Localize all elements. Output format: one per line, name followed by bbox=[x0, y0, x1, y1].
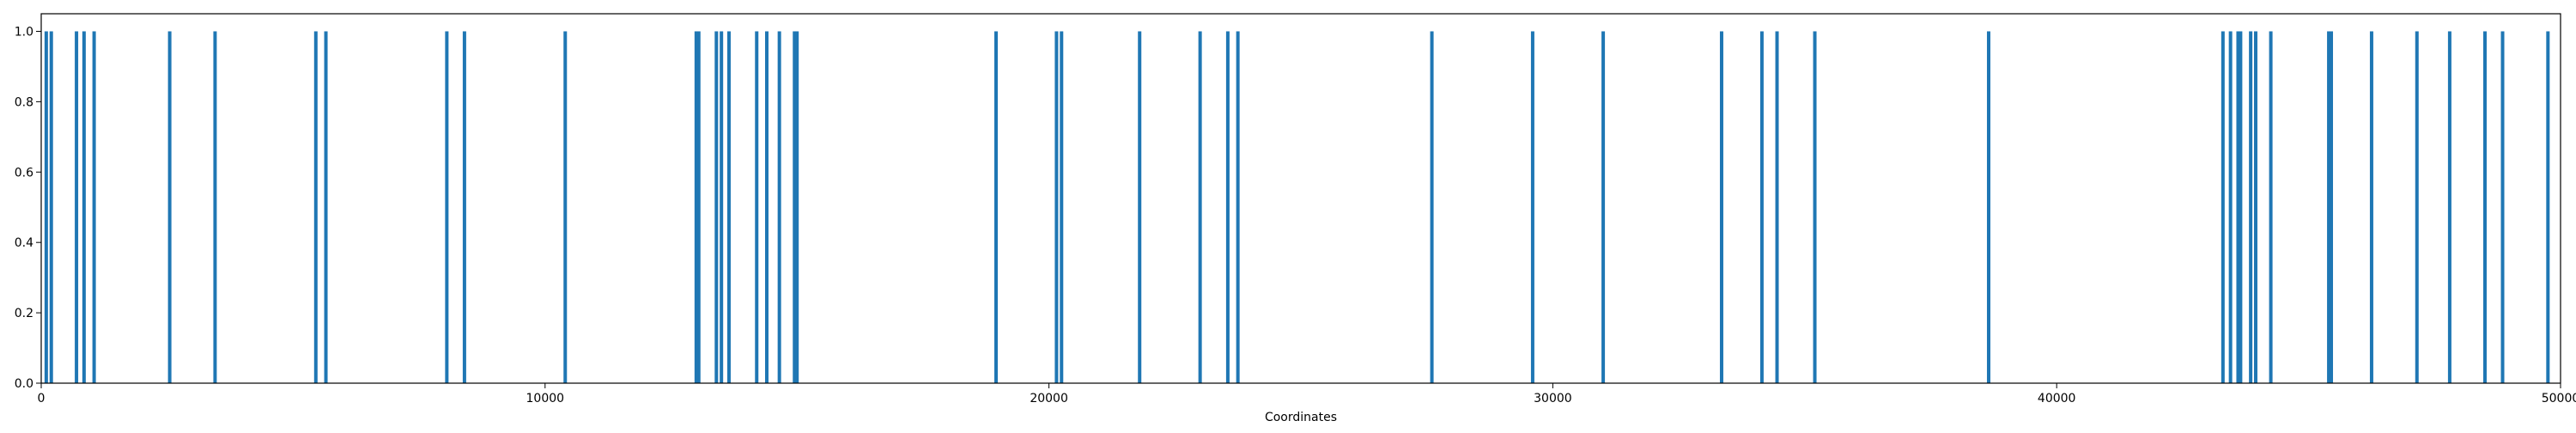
data-bar bbox=[993, 31, 998, 383]
data-bar bbox=[313, 31, 318, 383]
data-bar bbox=[563, 31, 568, 383]
data-bar bbox=[1719, 31, 1723, 383]
data-bar bbox=[1138, 31, 1142, 383]
x-tick-label: 10000 bbox=[526, 392, 565, 406]
data-bar bbox=[764, 31, 769, 383]
data-bar bbox=[1060, 31, 1064, 383]
data-bar bbox=[714, 31, 719, 383]
x-tick-label: 20000 bbox=[1030, 392, 1068, 406]
data-bar bbox=[1759, 31, 1764, 383]
data-bar bbox=[462, 31, 466, 383]
data-bar bbox=[92, 31, 96, 383]
x-tick-label: 30000 bbox=[1534, 392, 1572, 406]
data-bar bbox=[324, 31, 328, 383]
data-bar bbox=[1430, 31, 1434, 383]
bars-layer bbox=[44, 31, 2550, 383]
data-bar bbox=[445, 31, 449, 383]
y-tick-label: 0.0 bbox=[15, 377, 33, 391]
data-bar bbox=[2253, 31, 2257, 383]
data-bar bbox=[167, 31, 172, 383]
y-tick-label: 0.4 bbox=[15, 236, 33, 250]
data-bar bbox=[2447, 31, 2451, 383]
data-bar bbox=[2228, 31, 2233, 383]
data-bar bbox=[2239, 31, 2243, 383]
data-bar bbox=[793, 31, 797, 383]
data-bar bbox=[44, 31, 48, 383]
data-bar bbox=[1601, 31, 1606, 383]
data-bar bbox=[2500, 31, 2505, 383]
data-bar bbox=[726, 31, 731, 383]
data-bar bbox=[2482, 31, 2487, 383]
data-bar bbox=[2415, 31, 2419, 383]
data-bar bbox=[795, 31, 799, 383]
data-bar bbox=[2249, 31, 2253, 383]
data-bar bbox=[2327, 31, 2331, 383]
plot-frame bbox=[40, 13, 2561, 384]
data-bar bbox=[1986, 31, 1990, 383]
data-bar bbox=[2236, 31, 2240, 383]
y-tick-label: 0.2 bbox=[15, 307, 33, 320]
data-bar bbox=[696, 31, 701, 383]
data-bar bbox=[1813, 31, 1817, 383]
ticks-layer: 0 10000 20000 30000 40000 50000 0.0 0.2 0.4 0.6 0.… bbox=[15, 25, 2576, 406]
data-bar bbox=[2221, 31, 2225, 383]
data-bar bbox=[1775, 31, 1779, 383]
data-bar bbox=[75, 31, 79, 383]
y-tick-label: 1.0 bbox=[15, 25, 33, 39]
data-bar bbox=[755, 31, 759, 383]
x-tick-label: 40000 bbox=[2038, 392, 2076, 406]
data-bar bbox=[213, 31, 217, 383]
x-tick-label: 0 bbox=[38, 392, 46, 406]
data-bar bbox=[1054, 31, 1059, 383]
data-bar bbox=[1198, 31, 1202, 383]
data-bar bbox=[1225, 31, 1230, 383]
data-bar bbox=[777, 31, 781, 383]
data-bar bbox=[1236, 31, 1240, 383]
x-tick-label: 50000 bbox=[2542, 392, 2576, 406]
data-bar bbox=[694, 31, 698, 383]
data-bar bbox=[2369, 31, 2373, 383]
data-bar bbox=[2546, 31, 2550, 383]
data-bar bbox=[1530, 31, 1534, 383]
data-bar bbox=[2269, 31, 2273, 383]
data-bar bbox=[82, 31, 86, 383]
data-bar bbox=[49, 31, 53, 383]
y-tick-label: 0.8 bbox=[15, 95, 33, 109]
data-bar bbox=[2330, 31, 2334, 383]
x-axis-label: Coordinates bbox=[1265, 411, 1337, 424]
y-tick-label: 0.6 bbox=[15, 166, 33, 180]
data-bar bbox=[720, 31, 724, 383]
